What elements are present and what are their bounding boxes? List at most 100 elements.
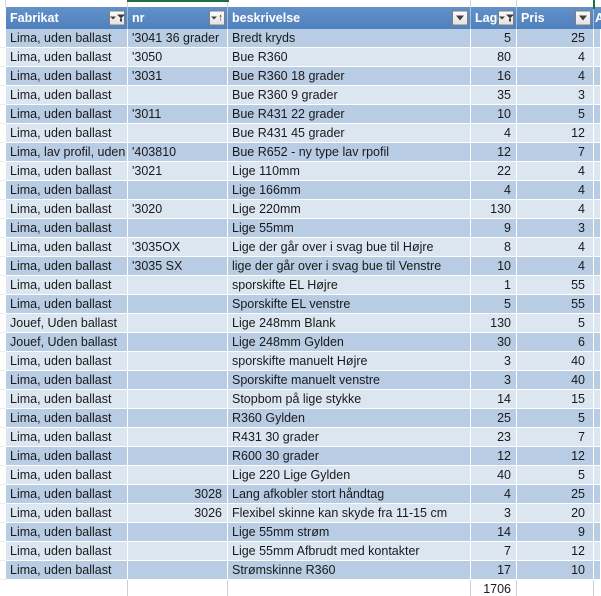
pris-cell[interactable]: 5 [517, 314, 594, 333]
pris-cell[interactable]: 9 [517, 523, 594, 542]
beskrivelse-cell[interactable]: R600 30 grader [228, 447, 471, 466]
pris-cell[interactable]: 12 [517, 124, 594, 143]
beskrivelse-cell[interactable]: Sporskifte manuelt venstre [228, 371, 471, 390]
pris-cell[interactable]: 4 [517, 238, 594, 257]
fabrikat-cell[interactable]: Jouef, Uden ballast [6, 333, 128, 352]
nr-cell[interactable]: '3041 36 grader [128, 29, 228, 48]
beskrivelse-cell[interactable]: sporskifte EL Højre [228, 276, 471, 295]
lager-cell[interactable]: 4 [471, 124, 517, 143]
fabrikat-cell[interactable]: Jouef, Uden ballast [6, 314, 128, 333]
pris-cell[interactable]: 3 [517, 219, 594, 238]
pris-cell[interactable]: 4 [517, 200, 594, 219]
pris-cell[interactable]: 40 [517, 371, 594, 390]
pris-cell[interactable]: 12 [517, 447, 594, 466]
column-header-fabrikat[interactable]: Fabrikat [6, 7, 128, 29]
beskrivelse-cell[interactable]: Sporskifte EL venstre [228, 295, 471, 314]
pris-cell[interactable]: 12 [517, 542, 594, 561]
nr-cell[interactable] [128, 428, 228, 447]
lager-filter-button[interactable] [498, 10, 514, 26]
nr-cell[interactable] [128, 580, 228, 596]
fabrikat-cell[interactable]: Lima, uden ballast [6, 257, 128, 276]
lager-cell[interactable]: 14 [471, 523, 517, 542]
beskrivelse-cell[interactable]: Lige 55mm strøm [228, 523, 471, 542]
fabrikat-cell[interactable]: Lima, uden ballast [6, 200, 128, 219]
lager-cell[interactable]: 12 [471, 143, 517, 162]
lager-cell[interactable]: 25 [471, 409, 517, 428]
beskrivelse-cell[interactable]: Bue R652 - ny type lav rpofil [228, 143, 471, 162]
fabrikat-cell[interactable]: Lima, uden ballast [6, 162, 128, 181]
fabrikat-cell[interactable]: Lima, uden ballast [6, 409, 128, 428]
pris-cell[interactable]: 4 [517, 67, 594, 86]
nr-cell[interactable] [128, 542, 228, 561]
beskrivelse-cell[interactable]: R431 30 grader [228, 428, 471, 447]
lager-cell[interactable]: 1 [471, 276, 517, 295]
fabrikat-cell[interactable]: Lima, uden ballast [6, 276, 128, 295]
lager-cell[interactable]: 80 [471, 48, 517, 67]
pris-cell[interactable]: 10 [517, 561, 594, 580]
nr-cell[interactable]: '3020 [128, 200, 228, 219]
lager-cell[interactable]: 10 [471, 105, 517, 124]
nr-cell[interactable] [128, 447, 228, 466]
pris-cell[interactable]: 25 [517, 29, 594, 48]
fabrikat-cell[interactable]: Lima, uden ballast [6, 124, 128, 143]
lager-cell[interactable]: 3 [471, 371, 517, 390]
fabrikat-cell[interactable]: Lima, uden ballast [6, 29, 128, 48]
beskrivelse-cell[interactable]: Lige der går over i svag bue til Højre [228, 238, 471, 257]
pris-cell[interactable]: 20 [517, 504, 594, 523]
lager-cell[interactable]: 5 [471, 29, 517, 48]
beskrivelse-cell[interactable]: Lige 55mm [228, 219, 471, 238]
column-header-pris[interactable]: Pris [517, 7, 594, 29]
lager-cell[interactable]: 35 [471, 86, 517, 105]
nr-cell[interactable]: 3028 [128, 485, 228, 504]
nr-cell[interactable] [128, 276, 228, 295]
fabrikat-cell[interactable]: Lima, uden ballast [6, 428, 128, 447]
lager-cell[interactable]: 12 [471, 447, 517, 466]
lager-cell[interactable]: 130 [471, 200, 517, 219]
pris-cell[interactable]: 55 [517, 276, 594, 295]
lager-cell[interactable]: 9 [471, 219, 517, 238]
column-header-beskrivelse[interactable]: beskrivelse [228, 7, 471, 29]
nr-cell[interactable] [128, 333, 228, 352]
nr-cell[interactable]: '3021 [128, 162, 228, 181]
nr-cell[interactable]: '3035OX [128, 238, 228, 257]
beskrivelse-cell[interactable]: Lang afkobler stort håndtag [228, 485, 471, 504]
pris-cell[interactable]: 4 [517, 257, 594, 276]
beskrivelse-cell[interactable]: lige der går over i svag bue til Venstre [228, 257, 471, 276]
lager-cell[interactable]: 10 [471, 257, 517, 276]
beskrivelse-cell[interactable]: Lige 166mm [228, 181, 471, 200]
nr-cell[interactable]: '3031 [128, 67, 228, 86]
fabrikat-cell[interactable]: Lima, uden ballast [6, 86, 128, 105]
beskrivelse-cell[interactable]: sporskifte manuelt Højre [228, 352, 471, 371]
beskrivelse-cell[interactable]: R360 Gylden [228, 409, 471, 428]
lager-cell[interactable]: 130 [471, 314, 517, 333]
beskrivelse-cell[interactable]: Flexibel skinne kan skyde fra 11-15 cm [228, 504, 471, 523]
fabrikat-cell[interactable]: Lima, lav profil, uden [6, 143, 128, 162]
column-header-nr[interactable]: nr ↑ [128, 7, 228, 29]
lager-cell[interactable]: 3 [471, 504, 517, 523]
lager-cell[interactable]: 30 [471, 333, 517, 352]
beskrivelse-cell[interactable]: Lige 55mm Afbrudt med kontakter [228, 542, 471, 561]
nr-cell[interactable] [128, 371, 228, 390]
beskrivelse-cell[interactable]: Bue R431 45 grader [228, 124, 471, 143]
beskrivelse-cell[interactable]: Bue R360 9 grader [228, 86, 471, 105]
nr-cell[interactable] [128, 295, 228, 314]
nr-cell[interactable]: 3026 [128, 504, 228, 523]
lager-cell[interactable]: 7 [471, 542, 517, 561]
fabrikat-cell[interactable]: Lima, uden ballast [6, 105, 128, 124]
fabrikat-cell[interactable]: Lima, uden ballast [6, 561, 128, 580]
fabrikat-cell[interactable]: Lima, uden ballast [6, 390, 128, 409]
fabrikat-cell[interactable]: Lima, uden ballast [6, 352, 128, 371]
fabrikat-cell[interactable]: Lima, uden ballast [6, 48, 128, 67]
pris-cell[interactable]: 3 [517, 86, 594, 105]
beskrivelse-cell[interactable]: Bue R360 [228, 48, 471, 67]
beskrivelse-cell[interactable]: Bue R431 22 grader [228, 105, 471, 124]
nr-cell[interactable] [128, 314, 228, 333]
fabrikat-cell[interactable]: Lima, uden ballast [6, 523, 128, 542]
beskrivelse-cell[interactable]: Bue R360 18 grader [228, 67, 471, 86]
column-header-lager[interactable]: Lager [471, 7, 517, 29]
fabrikat-cell[interactable]: Lima, uden ballast [6, 181, 128, 200]
pris-cell[interactable]: 4 [517, 48, 594, 67]
nr-cell[interactable]: '3011 [128, 105, 228, 124]
lager-cell[interactable]: 8 [471, 238, 517, 257]
nr-cell[interactable] [128, 124, 228, 143]
